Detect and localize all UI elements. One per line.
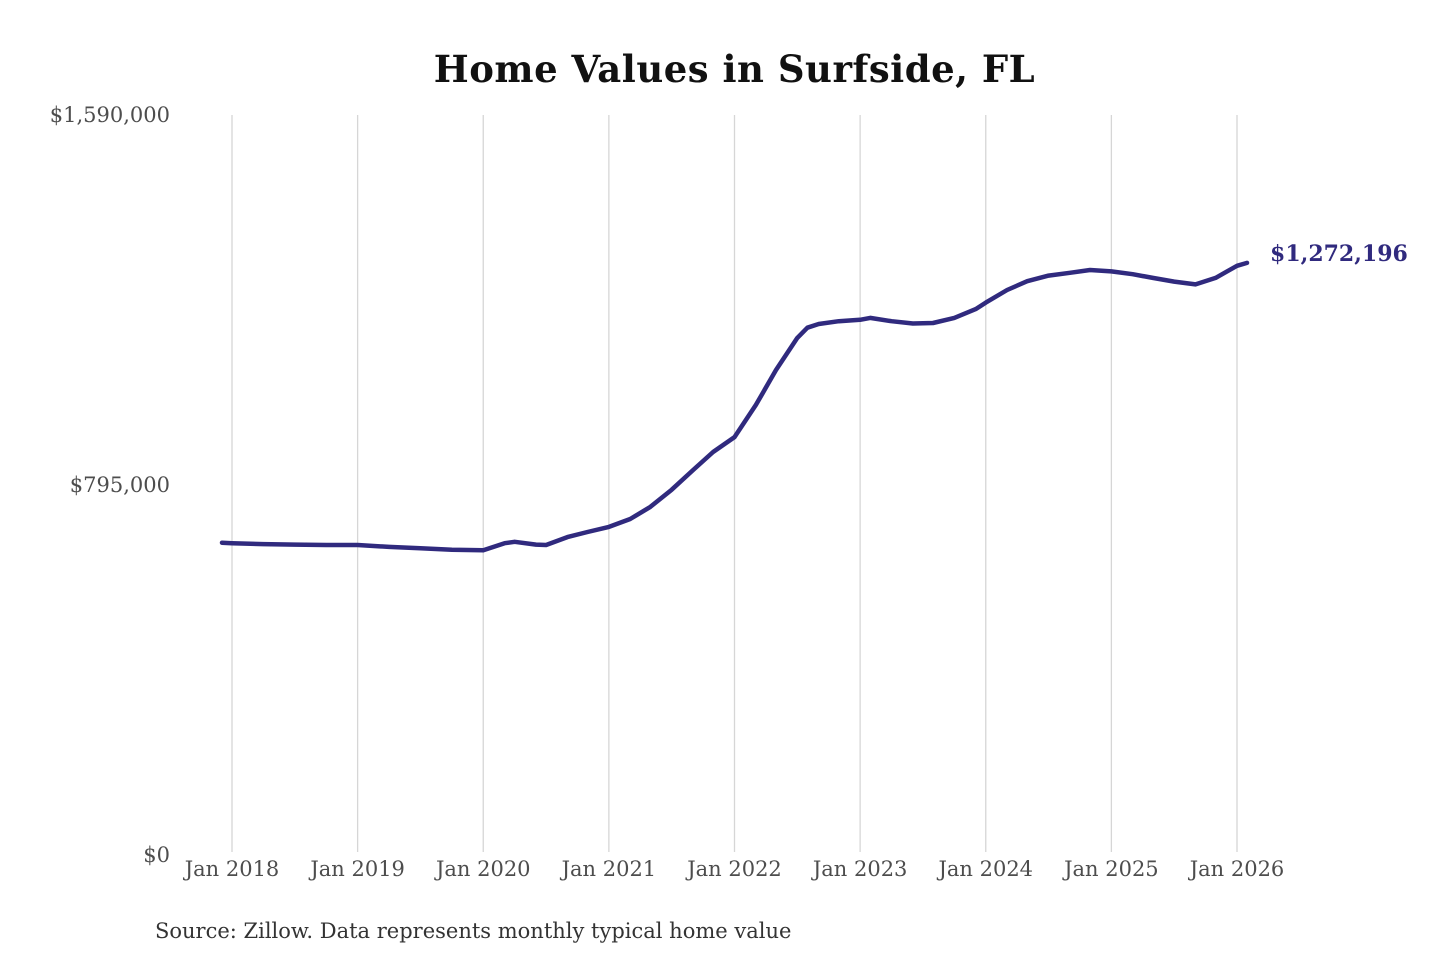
x-tick-label: Jan 2019 xyxy=(308,857,405,881)
x-tick-label: Jan 2025 xyxy=(1062,857,1159,881)
y-tick-label: $1,590,000 xyxy=(50,103,170,127)
x-tick-label: Jan 2018 xyxy=(183,857,280,881)
x-tick-label: Jan 2020 xyxy=(434,857,531,881)
source-note: Source: Zillow. Data represents monthly … xyxy=(155,919,792,943)
x-tick-label: Jan 2021 xyxy=(560,857,657,881)
x-tick-label: Jan 2024 xyxy=(936,857,1033,881)
home-value-line xyxy=(219,260,1250,553)
y-axis-labels: $1,590,000 $795,000 $0 xyxy=(50,103,170,867)
latest-value-label: $1,272,196 xyxy=(1270,240,1408,267)
x-axis-labels: Jan 2018 Jan 2019 Jan 2020 Jan 2021 Jan 2022… xyxy=(183,857,1285,881)
x-tick-label: Jan 2026 xyxy=(1188,857,1285,881)
chart-title: Home Values in Surfside, FL xyxy=(433,47,1036,91)
x-tick-label: Jan 2023 xyxy=(811,857,908,881)
gridlines xyxy=(231,115,1238,852)
y-tick-label: $0 xyxy=(143,843,170,867)
x-tick-label: Jan 2022 xyxy=(685,857,782,881)
y-tick-label: $795,000 xyxy=(70,473,170,497)
